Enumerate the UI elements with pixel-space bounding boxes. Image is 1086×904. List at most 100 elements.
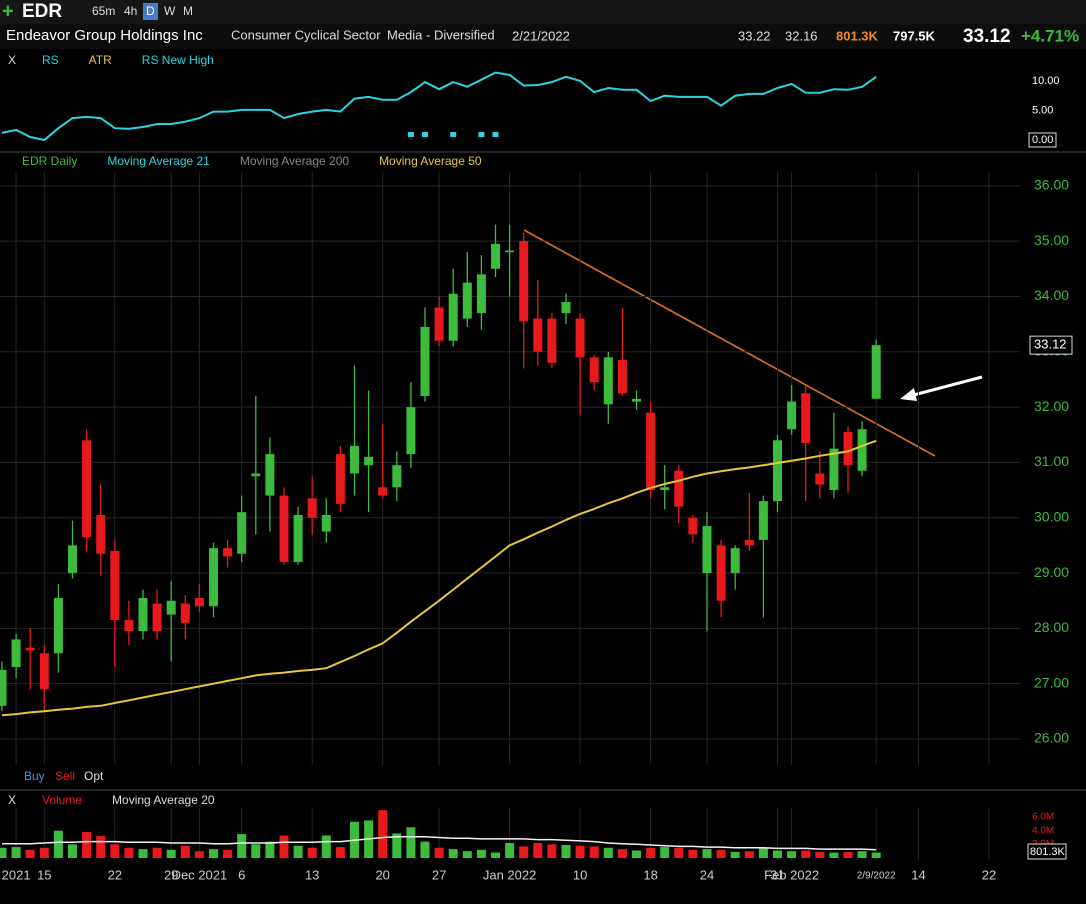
y-tick-label: 28.00 [1034,619,1069,635]
interval[interactable]: 65m [92,4,115,18]
volume-bar [68,844,77,858]
volume-bar [96,836,106,858]
company-name: Endeavor Group Holdings Inc [6,27,203,44]
candle-body [68,545,77,574]
volume-bar [744,851,754,858]
candle-body [279,495,289,562]
interval[interactable]: W [164,4,176,18]
close-button[interactable]: X [8,793,16,807]
y-tick-label: 27.00 [1034,674,1069,690]
info-bar [0,24,1086,49]
volume-bar [434,847,444,858]
volume-bar [505,842,515,858]
y-tick-label: 26.00 [1034,730,1069,746]
volume-bar [547,844,557,858]
date: 2/21/2022 [512,28,570,43]
volume-bar [688,849,698,858]
last-price: 33.12 [1034,337,1067,352]
candle-body [335,454,345,504]
x-tick-label: Feb 2022 [764,867,819,882]
x-tick-label: 27 [432,867,446,882]
y-tick-label: 31.00 [1034,453,1069,469]
candle-body [462,282,472,319]
candle-body [124,620,134,632]
volume-bar [533,842,543,858]
candle-body [392,465,402,488]
volume-bar [758,847,768,858]
candle-body [350,445,359,474]
volume-bar [307,847,317,858]
candle-body [787,401,797,430]
volume-bar [491,852,500,858]
candle-body [0,669,7,706]
volume-bar [773,850,782,858]
new-high-marker [450,132,457,137]
volume-bar [476,849,486,858]
interval[interactable]: D [146,4,155,18]
candle-body [53,597,63,654]
new-high-marker [407,132,414,137]
y-tick-label: 29.00 [1034,564,1069,580]
volume-bar [293,845,303,858]
symbol[interactable]: EDR [22,1,62,22]
interval[interactable]: 4h [124,4,137,18]
candle-body [702,526,712,574]
y-tick-label: 30.00 [1034,508,1069,524]
opt[interactable]: Opt [84,769,104,783]
candle-body [730,548,740,574]
volume-bar [392,833,402,858]
candle-body [180,603,190,623]
candle-body [688,517,698,535]
candle-body [603,357,613,405]
volume-bar [462,851,472,858]
volume-bar [646,847,656,858]
candle-body [420,326,430,397]
candle-body [716,545,726,601]
x-tick-label: 2021 [2,867,31,882]
volume-bar [378,810,388,858]
volume-bar [237,834,247,858]
candle-body [321,514,331,532]
y-tick-label: 32.00 [1034,398,1069,414]
volume-bar [166,849,176,858]
candle-body [223,548,233,557]
candle-body [364,456,374,466]
y-tick-label: 5.00 [1032,104,1053,116]
legend-entry: Moving Average 21 [107,154,210,168]
x-tick-label: 13 [305,867,319,882]
interval[interactable]: M [183,4,193,18]
sell[interactable]: Sell [55,769,75,783]
volume-bar [702,849,712,858]
interval-active [143,3,158,20]
volume-bar [25,849,35,858]
candle-body [660,487,670,491]
close-button[interactable]: X [8,53,16,67]
volume: 801.3K [836,28,879,43]
candle-body [82,440,92,538]
volume-bar [589,846,599,858]
candle-body [589,357,599,383]
volume-bar [223,849,233,858]
candle-body [293,514,303,562]
volume-bar [194,851,204,858]
x-tick-label: 14 [911,867,925,882]
volume-bar [406,827,416,858]
buy[interactable]: Buy [24,769,45,783]
volume-bar [716,849,726,858]
volume-bar [632,850,641,858]
volume-bar [801,850,811,858]
candle-body [646,412,656,491]
tick-box [1028,132,1057,148]
y-tick-label: 34.00 [1034,287,1069,303]
new-high-marker [478,132,485,137]
x-tick-label: 22 [982,867,996,882]
legend-entry: ATR [89,53,112,67]
x-tick-label: Jan 2022 [483,867,537,882]
add-icon[interactable]: + [2,0,14,22]
candle-body [251,473,261,477]
candle-body [871,345,881,399]
volume-bar [787,851,797,858]
y-tick-label: 0.00 [1032,134,1053,146]
volume-bar [152,847,162,858]
y-tick-label: 4.0M [1032,825,1054,836]
